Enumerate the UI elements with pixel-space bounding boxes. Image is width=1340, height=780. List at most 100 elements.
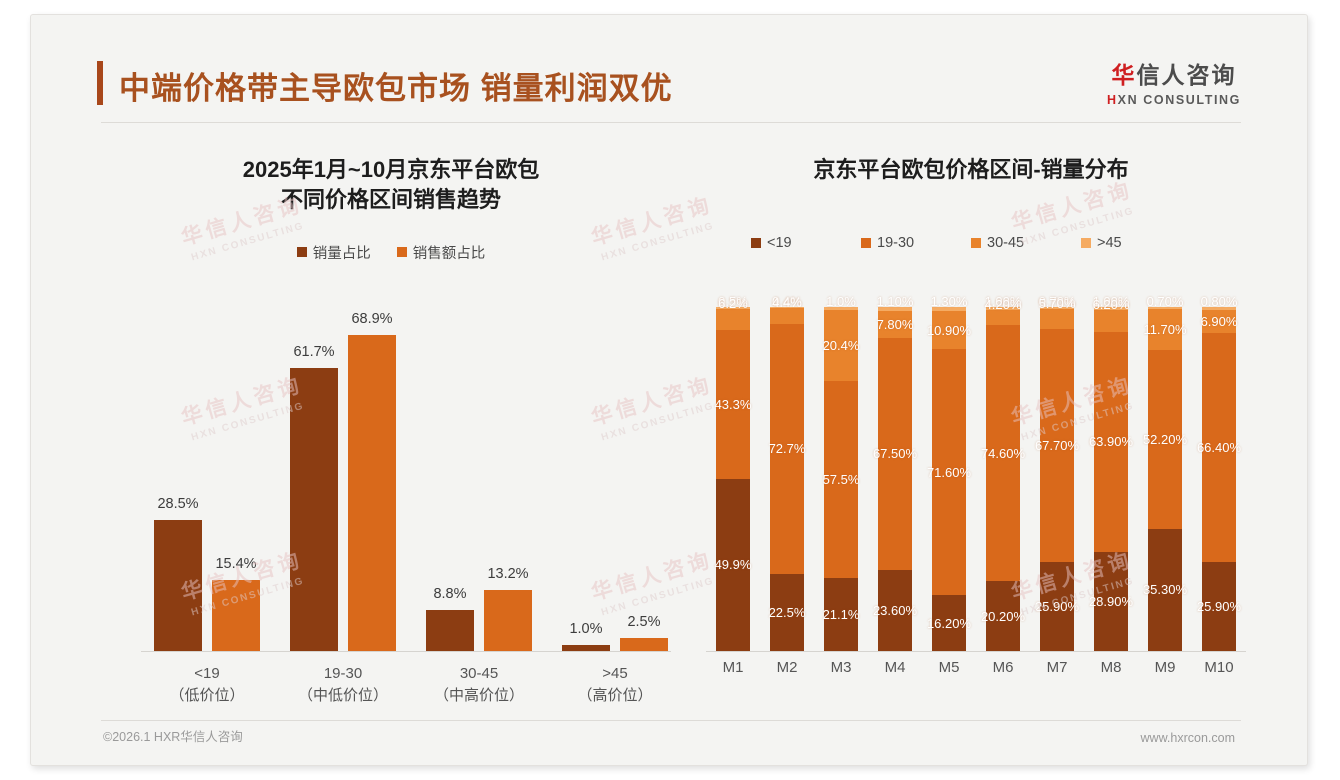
bar-fill: [348, 335, 396, 651]
stack-segment-19-30[interactable]: 52.20%: [1143, 349, 1187, 530]
stack-segment-30-45[interactable]: 6.20%: [1093, 297, 1129, 332]
stack-segment-19-30[interactable]: 71.60%: [927, 348, 971, 596]
stacked-bar-m9[interactable]: 0.70% 11.70% 52.20% 35.30%: [1143, 294, 1187, 651]
stack-segment-19[interactable]: 35.30%: [1143, 529, 1187, 651]
stack-segment-19-30[interactable]: 72.7%: [769, 323, 805, 574]
stack-segment-45[interactable]: 0.4%: [770, 294, 804, 309]
bar-volume-lt19[interactable]: 28.5%: [154, 496, 202, 651]
stack-segment-30-45[interactable]: 4.4%: [770, 295, 804, 324]
stacked-bar-m10[interactable]: 0.80% 6.90% 66.40% 25.90%: [1197, 294, 1241, 651]
bar-fill: [212, 580, 260, 651]
stack-segment-value: 23.60%: [872, 602, 918, 618]
stacked-bar-m2[interactable]: 0.4% 4.4% 72.7% 22.5%: [769, 294, 805, 651]
stack-segment-30-45[interactable]: 4.20%: [985, 297, 1021, 325]
month-label-m8: M8: [1100, 659, 1122, 676]
category-label-30-45: 30-45 （中高价位）: [413, 663, 545, 707]
bar-amount-30-45[interactable]: 13.2%: [484, 566, 532, 651]
bar-amount-gt45[interactable]: 2.5%: [620, 614, 668, 651]
stack-segment-19[interactable]: 28.90%: [1089, 551, 1133, 651]
stack-segment-value: 1.10%: [876, 294, 914, 309]
bar-value-label: 15.4%: [215, 556, 257, 572]
stack-segment-value: 20.4%: [822, 338, 860, 354]
category-label-main: >45: [602, 665, 628, 682]
stack-segment-30-45[interactable]: 7.80%: [877, 310, 913, 338]
stack-segment-30-45[interactable]: 6.2%: [716, 296, 750, 331]
category-label-sub: （中高价位）: [433, 686, 524, 704]
stack-segment-value: 21.1%: [822, 607, 860, 623]
legend-label-30-45: 30-45: [987, 235, 1025, 252]
legend-item-lt19[interactable]: <19: [751, 235, 861, 251]
right-chart-plot-area: 0.5% 6.2% 43.3% 49.9% 0.4% 4.4% 72.7% 22.5% 1.0%…: [706, 294, 1246, 676]
stack-segment-30-45[interactable]: 10.90%: [927, 311, 971, 349]
stack-segment-value: 0.4%: [772, 294, 802, 309]
bar-value-label: 61.7%: [293, 344, 335, 360]
legend-item-19-30[interactable]: 19-30: [861, 235, 971, 251]
bar-amount-lt19[interactable]: 15.4%: [212, 556, 260, 651]
footer-copyright: ©2026.1 HXR华信人咨询: [103, 730, 243, 744]
stack-segment-19[interactable]: 25.90%: [1035, 561, 1079, 651]
stack-segment-value: 1.0%: [826, 294, 856, 309]
bar-value-label: 2.5%: [627, 614, 661, 630]
stacked-bar-m4[interactable]: 1.10% 7.80% 67.50% 23.60%: [873, 294, 917, 651]
stack-segment-45[interactable]: 1.00%: [1093, 294, 1129, 311]
bar-amount-19-30[interactable]: 68.9%: [348, 311, 396, 651]
right-chart-axis: [706, 651, 1246, 652]
left-chart-title-line2: 不同价格区间销售趋势: [280, 187, 501, 213]
legend-item-sales-amount[interactable]: 销售额占比: [396, 242, 485, 263]
bar-volume-30-45[interactable]: 8.8%: [426, 586, 474, 651]
category-label-lt19: <19 （低价位）: [141, 663, 273, 707]
legend-swatch-sales-amount: [396, 247, 407, 258]
bar-value-label: 1.0%: [569, 621, 603, 637]
stack-segment-45[interactable]: 1.00%: [985, 294, 1021, 311]
legend-item-sales-volume[interactable]: 销量占比: [296, 242, 371, 263]
stack-segment-30-45[interactable]: 5.70%: [1039, 296, 1075, 329]
stack-segment-value: 4.4%: [772, 295, 802, 311]
stack-segment-19-30[interactable]: 74.60%: [981, 324, 1025, 582]
bar-volume-19-30[interactable]: 61.7%: [290, 344, 338, 651]
stack-segment-30-45[interactable]: 20.4%: [822, 310, 860, 381]
category-label-sub: （高价位）: [577, 686, 653, 704]
stack-segment-45[interactable]: 1.0%: [824, 294, 858, 311]
stack-segment-45[interactable]: 0.70%: [1147, 294, 1183, 310]
stack-segment-19[interactable]: 20.20%: [981, 581, 1025, 651]
stacked-bar-m8[interactable]: 1.00% 6.20% 63.90% 28.90%: [1089, 294, 1133, 651]
stack-segment-19-30[interactable]: 67.50%: [873, 337, 917, 570]
stacked-bar-m6[interactable]: 1.00% 4.20% 74.60% 20.20%: [981, 294, 1025, 651]
stack-segment-45[interactable]: 1.30%: [931, 294, 967, 312]
legend-label-19-30: 19-30: [877, 235, 915, 252]
legend-swatch-sales-volume: [296, 247, 307, 258]
stack-segment-30-45[interactable]: 6.90%: [1201, 309, 1237, 334]
stack-segment-30-45[interactable]: 11.70%: [1143, 309, 1187, 350]
bar-value-label: 13.2%: [487, 566, 529, 582]
stack-segment-45[interactable]: 0.80%: [1201, 294, 1237, 310]
stack-segment-19[interactable]: 21.1%: [822, 578, 860, 651]
stack-segment-19-30[interactable]: 67.70%: [1035, 329, 1079, 562]
stack-segment-value: 10.90%: [926, 322, 972, 338]
stack-segment-value: 63.90%: [1088, 434, 1134, 450]
stack-segment-45[interactable]: 0.70%: [1039, 294, 1075, 310]
bar-volume-gt45[interactable]: 1.0%: [562, 621, 610, 651]
stack-segment-45[interactable]: 0.5%: [716, 294, 750, 309]
legend-item-gt45[interactable]: >45: [1081, 235, 1191, 251]
stack-segment-19[interactable]: 25.90%: [1197, 561, 1241, 651]
stack-segment-19[interactable]: 16.20%: [927, 595, 971, 651]
legend-swatch-30-45: [971, 238, 981, 249]
stack-segment-value: 11.70%: [1143, 322, 1187, 338]
stack-segment-19-30[interactable]: 43.3%: [715, 330, 751, 479]
stack-segment-19-30[interactable]: 66.40%: [1197, 333, 1241, 562]
stacked-bar-m7[interactable]: 0.70% 5.70% 67.70% 25.90%: [1035, 294, 1079, 651]
stacked-bar-m3[interactable]: 1.0% 20.4% 57.5% 21.1%: [822, 294, 860, 651]
stack-segment-19[interactable]: 22.5%: [769, 573, 805, 651]
stack-segment-value: 1.00%: [984, 294, 1022, 309]
stacked-bar-m1[interactable]: 0.5% 6.2% 43.3% 49.9%: [715, 294, 751, 651]
bar-fill: [290, 368, 338, 651]
legend-item-30-45[interactable]: 30-45: [971, 235, 1081, 251]
stack-segment-19[interactable]: 49.9%: [715, 478, 751, 651]
stack-segment-19-30[interactable]: 57.5%: [823, 380, 859, 579]
stack-segment-19[interactable]: 23.60%: [873, 569, 917, 651]
stacked-bar-m5[interactable]: 1.30% 10.90% 71.60% 16.20%: [927, 294, 971, 651]
stack-segment-45[interactable]: 1.10%: [877, 294, 913, 311]
stack-segment-value: 0.5%: [718, 294, 748, 309]
stack-segment-19-30[interactable]: 63.90%: [1089, 331, 1133, 552]
month-label-m7: M7: [1046, 659, 1068, 676]
